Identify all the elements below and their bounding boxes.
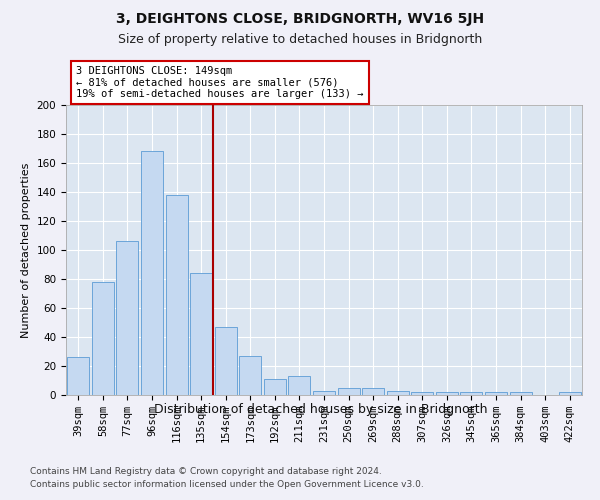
Y-axis label: Number of detached properties: Number of detached properties: [21, 162, 31, 338]
Text: 3 DEIGHTONS CLOSE: 149sqm
← 81% of detached houses are smaller (576)
19% of semi: 3 DEIGHTONS CLOSE: 149sqm ← 81% of detac…: [76, 66, 364, 99]
Bar: [141, 152, 163, 395]
Bar: [67, 358, 89, 395]
Bar: [338, 388, 359, 395]
Text: Size of property relative to detached houses in Bridgnorth: Size of property relative to detached ho…: [118, 32, 482, 46]
Text: Distribution of detached houses by size in Bridgnorth: Distribution of detached houses by size …: [154, 402, 488, 415]
Bar: [362, 388, 384, 395]
Bar: [485, 392, 507, 395]
Text: 3, DEIGHTONS CLOSE, BRIDGNORTH, WV16 5JH: 3, DEIGHTONS CLOSE, BRIDGNORTH, WV16 5JH: [116, 12, 484, 26]
Bar: [559, 392, 581, 395]
Bar: [166, 195, 188, 395]
Text: Contains HM Land Registry data © Crown copyright and database right 2024.: Contains HM Land Registry data © Crown c…: [30, 467, 382, 476]
Bar: [509, 392, 532, 395]
Bar: [92, 282, 114, 395]
Text: Contains public sector information licensed under the Open Government Licence v3: Contains public sector information licen…: [30, 480, 424, 489]
Bar: [215, 327, 237, 395]
Bar: [411, 392, 433, 395]
Bar: [386, 390, 409, 395]
Bar: [264, 379, 286, 395]
Bar: [289, 376, 310, 395]
Bar: [190, 273, 212, 395]
Bar: [460, 392, 482, 395]
Bar: [116, 242, 139, 395]
Bar: [436, 392, 458, 395]
Bar: [239, 356, 262, 395]
Bar: [313, 390, 335, 395]
